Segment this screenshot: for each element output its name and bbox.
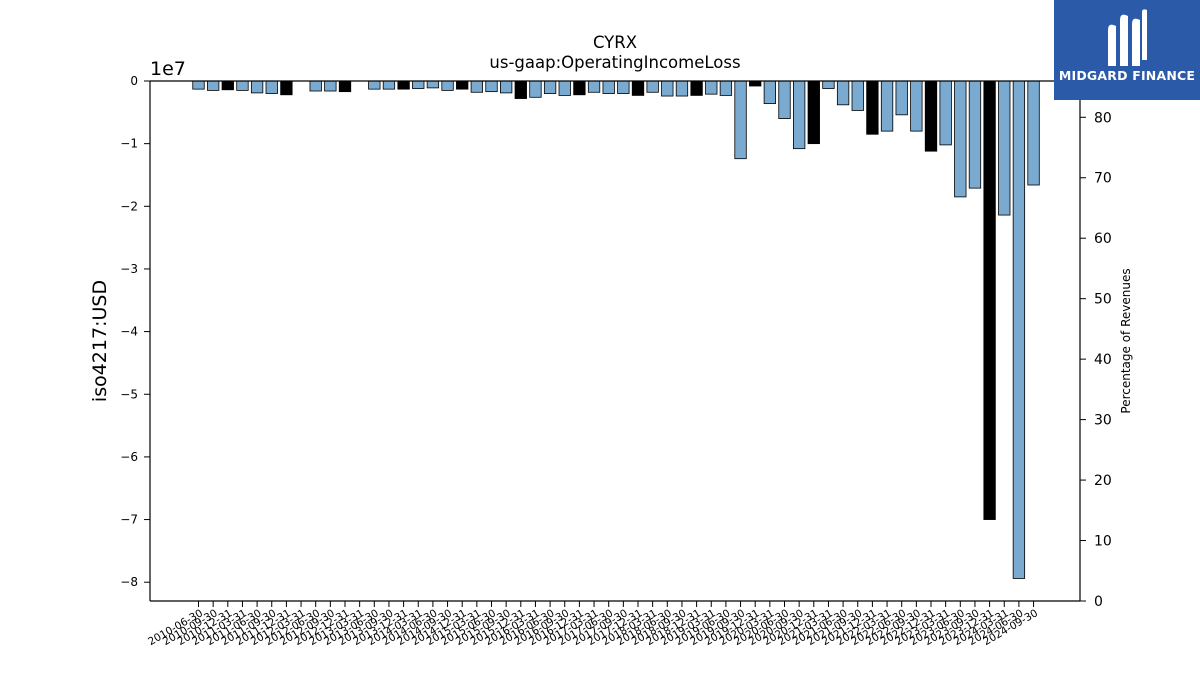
y-tick-label: −1 [120,137,138,151]
bar-2017-12-31 [631,80,645,96]
y2-tick-label: 50 [1094,292,1112,308]
bar-2012-06-30 [309,80,322,92]
bar-2022-06-30 [895,80,908,116]
bar-2016-03-31 [529,80,542,98]
bar-2020-03-31 [763,80,776,104]
bar-2024-06-30 [1012,80,1026,579]
bar-2011-09-30 [265,80,278,94]
brand-logo: MIDGARD FINANCE [1054,0,1200,100]
y2-tick-label: 30 [1094,413,1112,429]
bar-2021-12-31 [866,80,879,135]
bar-2017-03-31 [587,80,601,93]
y-tick-label: −3 [120,262,138,276]
y-axis-label: iso4217:USD [89,280,111,402]
bar-2014-12-31 [456,80,469,90]
y2-tick-label: 40 [1094,352,1112,368]
bar-2019-03-31 [705,80,718,95]
bar-2010-09-30 [206,80,220,91]
bar-2021-09-30 [851,80,864,111]
brand-name: MIDGARD FINANCE [1058,68,1196,83]
bar-2014-09-30 [441,80,454,91]
bar-2015-09-30 [499,80,513,94]
bar-2022-03-31 [880,80,894,132]
y-tick-label: −7 [120,513,138,527]
bar-2017-06-30 [602,80,615,94]
bar-2020-06-30 [778,80,791,119]
bar-2021-03-31 [822,80,835,89]
y-tick-label: −8 [120,575,138,589]
y-axis-offset-label: 1e7 [150,58,186,80]
y2-tick-label: 80 [1094,110,1112,126]
y2-tick-label: 60 [1094,231,1112,247]
y-tick-label: −6 [120,450,138,464]
bar-2016-09-30 [558,80,571,96]
bar-2022-12-31 [924,80,938,152]
bar-2017-09-30 [617,80,630,94]
bar-2014-06-30 [426,80,440,89]
midgard-logo-icon [1108,9,1147,67]
bar-2018-03-31 [646,80,659,93]
bar-2018-12-31 [690,80,703,96]
bar-2023-12-31 [983,80,996,520]
bar-2023-03-31 [939,80,952,146]
bar-2018-09-30 [675,80,689,97]
bar-2013-09-30 [382,80,396,90]
chart-subtitle: us-gaap:OperatingIncomeLoss [489,53,740,72]
bar-2014-03-31 [412,80,425,89]
bar-2020-12-31 [807,80,820,145]
bar-2015-03-31 [470,80,484,93]
bar-2011-03-31 [236,80,249,91]
y2-tick-label: 10 [1094,534,1112,550]
bar-2024-09-30 [1027,80,1040,186]
bar-2010-12-31 [221,80,234,91]
bar-group [192,80,1040,579]
bar-2016-12-31 [573,80,586,96]
bar-2022-09-30 [910,80,923,132]
bar-2012-12-31 [338,80,352,93]
chart-title: CYRX [593,33,637,52]
bar-2015-12-31 [514,80,527,99]
y2-axis-label: Percentage of Revenues [1119,268,1133,413]
chart-labels: CYRX us-gaap:OperatingIncomeLoss 1e7 iso… [89,33,1133,648]
bar-2023-06-30 [954,80,967,198]
bar-2019-12-31 [749,80,762,87]
y2-tick-label: 20 [1094,473,1112,489]
bar-2021-06-30 [836,80,850,106]
y2-tick-label: 70 [1094,171,1112,187]
bar-2012-09-30 [324,80,337,92]
bar-2011-06-30 [250,80,264,94]
bar-2020-09-30 [793,80,806,150]
bar-2019-09-30 [734,80,747,160]
bar-2023-09-30 [968,80,982,189]
bar-2011-12-31 [280,80,293,96]
y-tick-label: −5 [120,387,138,401]
y-tick-label: 0 [130,74,138,88]
bar-2013-12-31 [397,80,410,90]
y-tick-label: −2 [120,199,138,213]
bar-2010-06-30 [192,80,205,90]
bar-2015-06-30 [485,80,498,93]
bar-2013-06-30 [368,80,381,90]
bar-2024-03-31 [998,80,1011,216]
y-tick-label: −4 [120,325,138,339]
axes-group [144,80,1086,607]
y2-tick-label: 0 [1094,594,1103,610]
bar-2016-06-30 [543,80,557,94]
bar-2018-06-30 [661,80,674,97]
bar-2019-06-30 [719,80,733,96]
